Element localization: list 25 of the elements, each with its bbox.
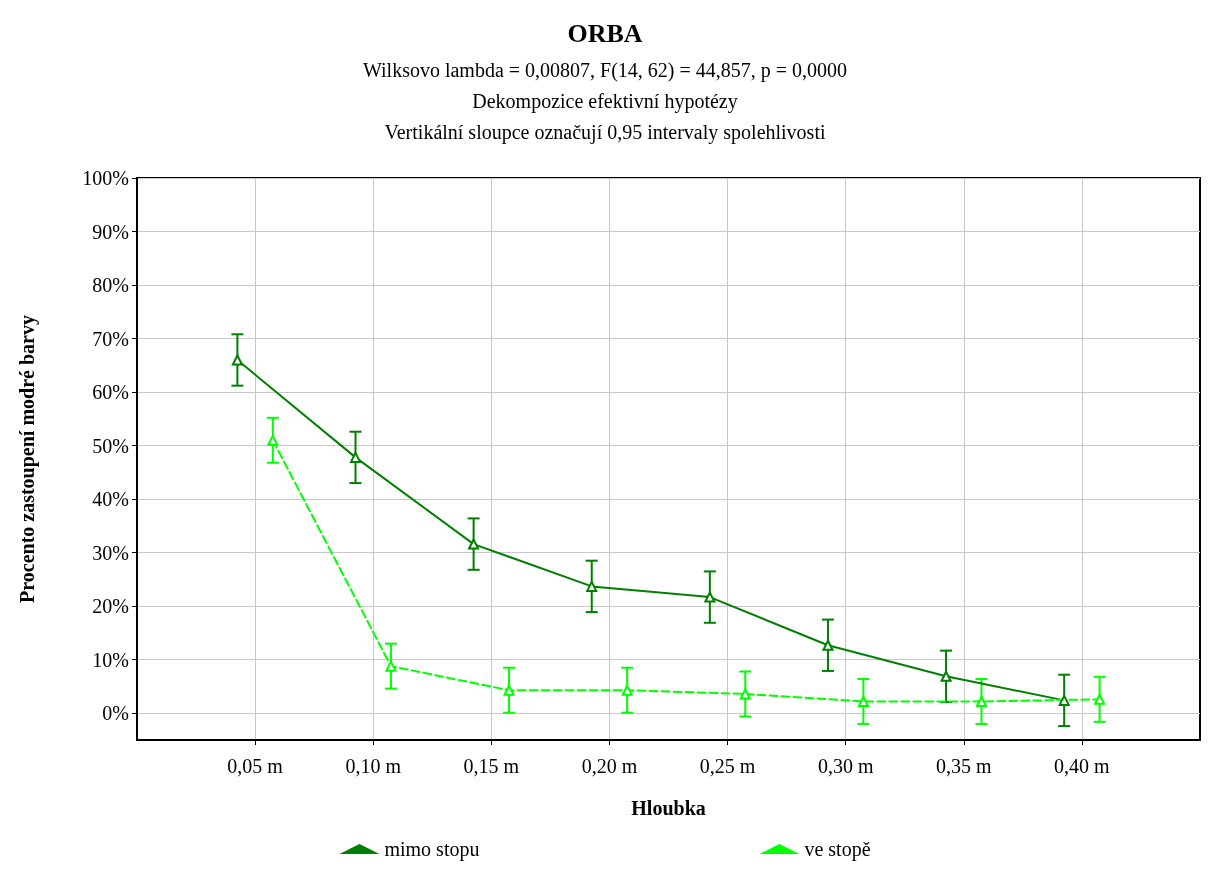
x-tick-label: 0,25 m	[699, 755, 756, 777]
y-tick-label: 30%	[92, 541, 129, 564]
y-tick-label: 0%	[102, 702, 129, 725]
y-tick-label: 50%	[92, 434, 129, 457]
x-tick-label: 0,10 m	[345, 755, 402, 777]
y-tick-label: 90%	[92, 220, 129, 243]
x-axis-title: Hloubka	[631, 797, 706, 819]
chart-title: ORBA	[567, 18, 643, 48]
y-tick-label: 100%	[82, 167, 129, 189]
x-tick-label: 0,30 m	[817, 755, 874, 777]
legend-label: ve stopě	[804, 838, 871, 861]
legend-label: mimo stopu	[384, 838, 480, 861]
y-tick-label: 80%	[92, 274, 129, 297]
y-axis-title: Procento zastoupení modré barvy	[16, 315, 39, 603]
y-tick-label: 40%	[92, 488, 129, 511]
x-tick-label: 0,05 m	[227, 755, 284, 777]
y-tick-label: 10%	[92, 648, 129, 671]
chart-subtitle: Wilksovo lambda = 0,00807, F(14, 62) = 44,857, p = 0,0000 Dekompozice efektivní hypotézy Vertikální sloupce označují 0,95 intervaly spolehlivosti	[362, 58, 848, 144]
x-tick-label: 0,40 m	[1054, 755, 1111, 777]
y-tick-label: 20%	[92, 595, 129, 618]
y-tick-label: 60%	[92, 381, 129, 404]
x-tick-label: 0,15 m	[463, 755, 520, 777]
x-tick-label: 0,35 m	[936, 755, 992, 777]
x-tick-label: 0,20 m	[581, 755, 638, 777]
y-tick-label: 70%	[92, 327, 129, 350]
